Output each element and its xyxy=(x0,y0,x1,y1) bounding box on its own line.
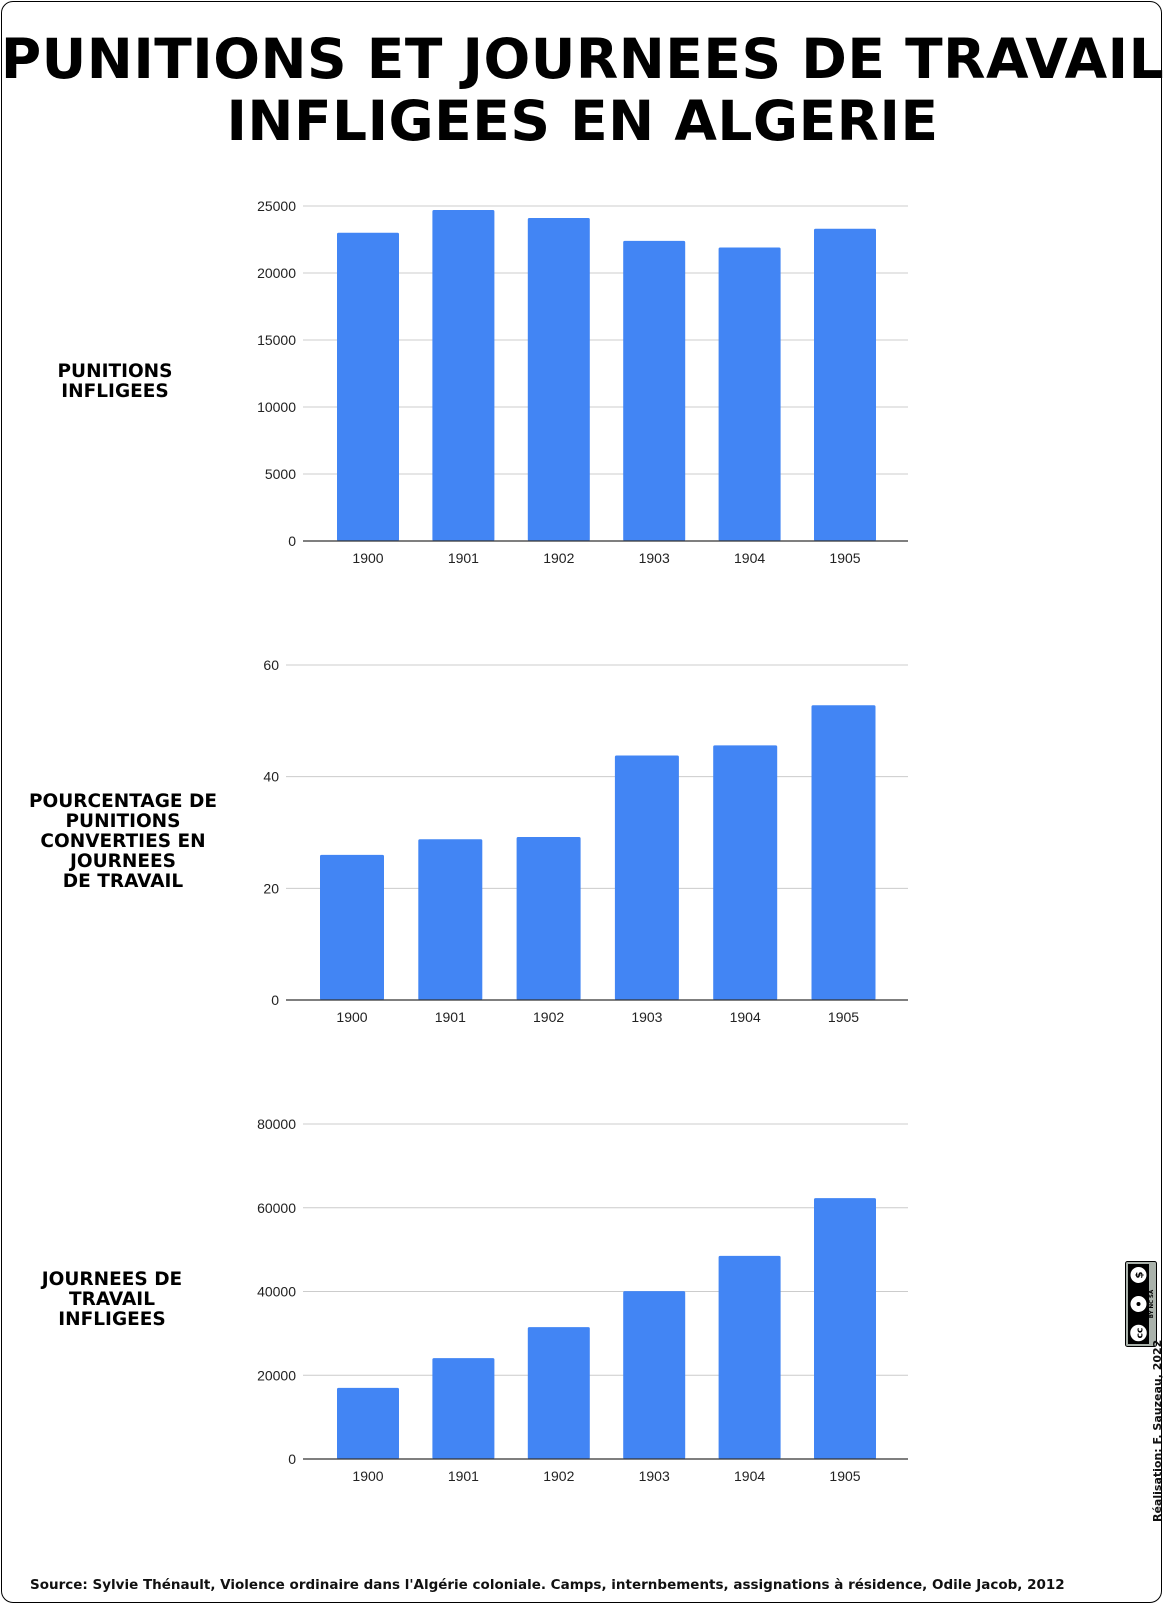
chart-3-bar xyxy=(623,1291,686,1459)
chart-1-bar xyxy=(623,240,686,541)
chart-2-bar xyxy=(320,854,384,1000)
chart-1-ytick-label: 10000 xyxy=(257,399,296,415)
chart-1-xtick-label: 1900 xyxy=(352,550,383,566)
chart-3-bar xyxy=(432,1358,495,1459)
chart-1-bar xyxy=(718,247,781,542)
chart-2-bar xyxy=(418,839,483,1000)
credit-text: Réalisation: F. Sauzeau, 2022 xyxy=(1151,1339,1164,1522)
chart-3-ytick-label: 20000 xyxy=(257,1367,296,1383)
chart-1-xtick-label: 1905 xyxy=(829,550,860,566)
chart-3-ytick-label: 60000 xyxy=(257,1200,296,1216)
source-text: Source: Sylvie Thénault, Violence ordina… xyxy=(30,1577,1065,1593)
title-line-2: INFLIGEES EN ALGERIE xyxy=(226,89,939,153)
chart-2-bar xyxy=(811,705,876,1000)
chart-3-bar xyxy=(718,1255,781,1459)
chart-2-ytick-label: 40 xyxy=(263,769,279,785)
chart-1-ytick-label: 5000 xyxy=(265,466,296,482)
chart-3-bar xyxy=(527,1327,590,1459)
chart-1-bar xyxy=(432,210,495,541)
chart-3-xtick-label: 1904 xyxy=(734,1468,765,1484)
chart-2-xtick-label: 1900 xyxy=(336,1009,367,1025)
chart-1-xtick-label: 1903 xyxy=(639,550,670,566)
svg-text:$: $ xyxy=(1135,1271,1146,1278)
chart-3-xtick-label: 1900 xyxy=(352,1468,383,1484)
chart-3-ytick-label: 0 xyxy=(288,1451,296,1467)
chart-1-xtick-label: 1904 xyxy=(734,550,765,566)
chart-3-bar xyxy=(337,1387,399,1459)
chart-2-bar xyxy=(516,836,581,1000)
chart-2-ylabel: POURCENTAGE DE PUNITIONS CONVERTIES EN J… xyxy=(28,791,217,892)
chart-3-xtick-label: 1905 xyxy=(829,1468,860,1484)
chart-2-ytick-label: 60 xyxy=(263,657,279,673)
chart-2-bar xyxy=(713,745,778,1000)
chart-3-xtick-label: 1901 xyxy=(448,1468,479,1484)
chart-3-xtick-label: 1902 xyxy=(543,1468,574,1484)
chart-1-ytick-label: 0 xyxy=(288,533,296,549)
chart-2-ytick-label: 20 xyxy=(263,880,279,896)
chart-2-xtick-label: 1901 xyxy=(435,1009,466,1025)
chart-2-xtick-label: 1903 xyxy=(631,1009,662,1025)
svg-text:BY NC SA: BY NC SA xyxy=(1149,1289,1155,1318)
chart-1-bar xyxy=(527,218,590,541)
chart-2-xtick-label: 1905 xyxy=(828,1009,859,1025)
chart-1-xtick-label: 1901 xyxy=(448,550,479,566)
chart-2-bar xyxy=(614,755,679,1000)
chart-1-bar xyxy=(337,232,399,542)
svg-text:cc: cc xyxy=(1136,1328,1146,1339)
page-title: PUNITIONS ET JOURNEES DE TRAVAIL INFLIGE… xyxy=(0,28,1165,152)
chart-1-ytick-label: 20000 xyxy=(257,265,296,281)
chart-1-xtick-label: 1902 xyxy=(543,550,574,566)
chart-1-ytick-label: 15000 xyxy=(257,332,296,348)
chart-3-ytick-label: 80000 xyxy=(257,1116,296,1132)
chart-3-ylabel: JOURNEES DE TRAVAIL INFLIGEES xyxy=(41,1269,183,1330)
chart-2-xtick-label: 1902 xyxy=(533,1009,564,1025)
cc-by-nc-sa-icon: cc $ BY NC SA xyxy=(1125,1261,1157,1347)
chart-1-bar xyxy=(814,228,876,541)
chart-1-ylabel: PUNITIONS INFLIGEES xyxy=(57,361,173,402)
chart-2-ytick-label: 0 xyxy=(271,992,279,1008)
title-line-1: PUNITIONS ET JOURNEES DE TRAVAIL xyxy=(0,27,1165,91)
chart-3-xtick-label: 1903 xyxy=(639,1468,670,1484)
chart-1-ytick-label: 25000 xyxy=(257,198,296,214)
chart-3-ytick-label: 40000 xyxy=(257,1284,296,1300)
chart-2-xtick-label: 1904 xyxy=(730,1009,761,1025)
chart-3-bar xyxy=(814,1198,876,1459)
